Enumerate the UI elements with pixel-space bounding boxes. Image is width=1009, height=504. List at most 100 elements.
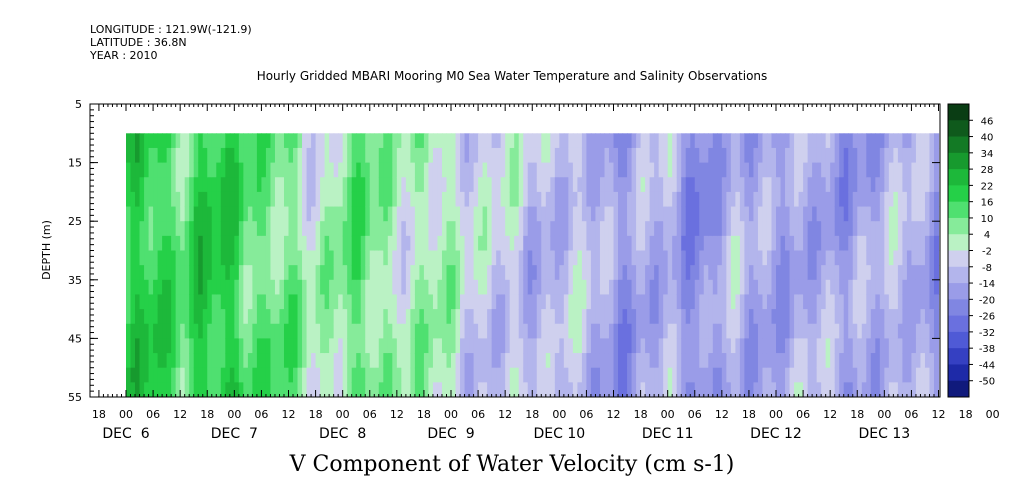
heatmap-cell — [220, 367, 226, 383]
heatmap-cell — [843, 265, 849, 281]
heatmap-cell — [843, 279, 849, 295]
heatmap-cell — [924, 235, 931, 251]
heatmap-cell — [410, 367, 416, 383]
heatmap-cell — [293, 206, 299, 222]
heatmap-cell — [171, 323, 177, 339]
heatmap-cell — [536, 206, 542, 222]
heatmap-cell — [676, 338, 682, 354]
heatmap-cell — [473, 382, 479, 398]
heatmap-cell — [794, 382, 800, 398]
heatmap-cell — [934, 294, 940, 310]
heatmap-cell — [554, 367, 560, 383]
heatmap-cell — [324, 323, 330, 339]
heatmap-cell — [428, 265, 434, 281]
heatmap-cell — [243, 147, 249, 164]
heatmap-cell — [843, 323, 849, 339]
heatmap-cell — [852, 177, 858, 193]
heatmap-cell — [270, 353, 276, 369]
heatmap-cell — [599, 133, 606, 149]
heatmap-cell — [261, 353, 267, 369]
heatmap-cell — [311, 309, 317, 325]
heatmap-cell — [586, 367, 592, 383]
heatmap-cell — [293, 367, 299, 383]
heatmap-cell — [311, 353, 317, 369]
heatmap-cell — [577, 221, 583, 237]
heatmap-cell — [139, 191, 145, 208]
heatmap-cell — [198, 382, 204, 398]
heatmap-cell — [816, 133, 822, 149]
heatmap-cell — [283, 206, 290, 222]
heatmap-cell — [663, 133, 669, 149]
heatmap-cell — [130, 353, 136, 369]
heatmap-cell — [888, 309, 894, 325]
heatmap-cell — [180, 265, 186, 281]
heatmap-cell — [636, 221, 642, 237]
heatmap-cell — [866, 133, 872, 149]
heatmap-cell — [911, 221, 917, 237]
heatmap-cell — [320, 221, 326, 237]
heatmap-cell — [338, 338, 344, 354]
heatmap-cell — [374, 191, 380, 208]
heatmap-cell — [744, 191, 750, 208]
heatmap-cell — [383, 279, 389, 295]
heatmap-cell — [934, 367, 940, 383]
colorbar-swatch — [948, 315, 969, 333]
heatmap-cell — [283, 367, 290, 383]
heatmap-cell — [243, 162, 249, 178]
heatmap-cell — [473, 206, 479, 222]
heatmap-cell — [816, 191, 822, 208]
heatmap-cell — [821, 235, 827, 251]
heatmap-cell — [315, 338, 321, 354]
heatmap-cell — [902, 294, 908, 310]
heatmap-cell — [748, 265, 755, 281]
heatmap-cell — [283, 235, 290, 251]
heatmap-cell — [144, 221, 150, 237]
heatmap-cell — [536, 250, 542, 266]
heatmap-cell — [721, 133, 727, 149]
heatmap-cell — [356, 294, 362, 310]
heatmap-cell — [627, 221, 633, 237]
heatmap-cell — [460, 367, 466, 383]
heatmap-cell — [929, 338, 935, 354]
heatmap-cell — [875, 177, 881, 193]
heatmap-cell — [464, 353, 470, 369]
heatmap-cell — [171, 177, 177, 193]
heatmap-cell — [333, 382, 339, 398]
heatmap-cell — [216, 323, 222, 339]
heatmap-cell — [649, 177, 655, 193]
heatmap-cell — [568, 206, 574, 222]
heatmap-cell — [536, 191, 542, 208]
heatmap-cell — [211, 221, 217, 237]
heatmap-cell — [645, 235, 651, 251]
heatmap-cell — [631, 323, 637, 339]
heatmap-cell — [857, 191, 863, 208]
heatmap-cell — [139, 265, 145, 281]
heatmap-cell — [414, 221, 420, 237]
heatmap-cell — [599, 294, 606, 310]
heatmap-cell — [532, 191, 538, 208]
heatmap-cell — [175, 265, 181, 281]
heatmap-cell — [500, 279, 506, 295]
heatmap-cell — [274, 162, 281, 178]
heatmap-cell — [153, 309, 159, 325]
colorbar-swatch — [948, 380, 969, 398]
heatmap-cell — [541, 265, 547, 281]
heatmap-cell — [681, 294, 687, 310]
heatmap-cell — [735, 367, 741, 383]
heatmap-cell — [157, 206, 163, 222]
heatmap-cell — [645, 294, 651, 310]
heatmap-cell — [613, 250, 619, 266]
heatmap-cell — [843, 250, 849, 266]
heatmap-cell — [202, 147, 208, 164]
heatmap-cell — [568, 265, 574, 281]
heatmap-cell — [261, 382, 267, 398]
heatmap-cell — [866, 323, 872, 339]
heatmap-cell — [627, 177, 633, 193]
heatmap-cell — [464, 221, 470, 237]
heatmap-cell — [148, 382, 154, 398]
heatmap-cell — [252, 177, 258, 193]
heatmap-cell — [338, 309, 344, 325]
heatmap-cell — [654, 279, 660, 295]
heatmap-cell — [717, 338, 723, 354]
heatmap-cell — [527, 294, 533, 310]
